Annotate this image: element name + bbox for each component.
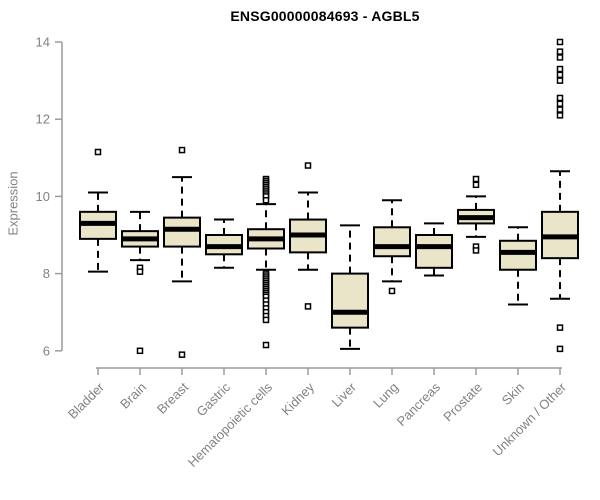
iqr-box — [163, 216, 201, 248]
outlier-point — [556, 48, 564, 55]
outlier-point — [472, 181, 480, 189]
outlier-point — [556, 65, 564, 73]
iqr-box — [415, 234, 453, 269]
iqr-box — [373, 226, 411, 258]
box-pancreas — [415, 222, 453, 277]
outlier-point — [178, 351, 186, 358]
y-tick-label: 8 — [43, 266, 50, 281]
outlier-point — [262, 316, 270, 324]
chart-title: ENSG00000084693 - AGBL5 — [230, 8, 420, 24]
box-brain — [121, 210, 159, 355]
x-tick-label-bladder: Bladder — [65, 379, 108, 422]
box-bladder — [79, 148, 117, 273]
box-liver — [331, 224, 369, 350]
x-tick-label-brain: Brain — [117, 380, 149, 412]
box-gastric — [205, 218, 243, 269]
box-lung — [373, 199, 411, 295]
outlier-point — [556, 106, 564, 113]
outlier-point — [178, 146, 186, 154]
box-skin — [499, 226, 537, 306]
outlier-point — [556, 54, 564, 61]
x-tick-label-prostate: Prostate — [440, 380, 485, 425]
outlier-point — [556, 100, 564, 108]
iqr-box — [499, 239, 537, 271]
iqr-box — [331, 272, 369, 329]
x-tick-label-skin: Skin — [499, 380, 527, 408]
outlier-point — [304, 303, 312, 310]
x-tick-label-liver: Liver — [329, 379, 360, 410]
outlier-point — [556, 112, 564, 119]
y-tick-label: 12 — [36, 112, 50, 127]
y-tick-label: 10 — [36, 189, 50, 204]
outlier-point — [556, 38, 564, 46]
box-prostate — [457, 175, 495, 254]
box-hematopoietic-cells — [247, 175, 285, 349]
x-tick-label-gastric: Gastric — [193, 379, 233, 419]
outlier-point — [556, 345, 564, 353]
outlier-point — [556, 77, 564, 84]
outlier-point — [262, 341, 270, 349]
y-tick-label: 14 — [36, 35, 50, 50]
x-tick-label-unknown-other: Unknown / Other — [490, 379, 570, 459]
outlier-point — [556, 71, 564, 79]
outlier-point — [472, 247, 480, 254]
y-tick-label: 6 — [43, 343, 50, 358]
outlier-point — [304, 162, 312, 169]
outlier-point — [136, 347, 144, 355]
x-tick-label-pancreas: Pancreas — [394, 379, 444, 429]
outlier-point — [556, 324, 564, 331]
outlier-point — [472, 175, 480, 183]
outlier-point — [556, 94, 564, 102]
box-kidney — [289, 162, 327, 310]
outlier-point — [94, 148, 102, 156]
box-unknown-other — [541, 38, 579, 353]
outlier-point — [262, 197, 270, 204]
x-tick-label-lung: Lung — [370, 380, 401, 411]
box-breast — [163, 146, 201, 358]
x-tick-label-kidney: Kidney — [278, 379, 317, 418]
outlier-point — [136, 268, 144, 275]
x-tick-label-breast: Breast — [154, 379, 191, 416]
outlier-point — [388, 287, 396, 295]
